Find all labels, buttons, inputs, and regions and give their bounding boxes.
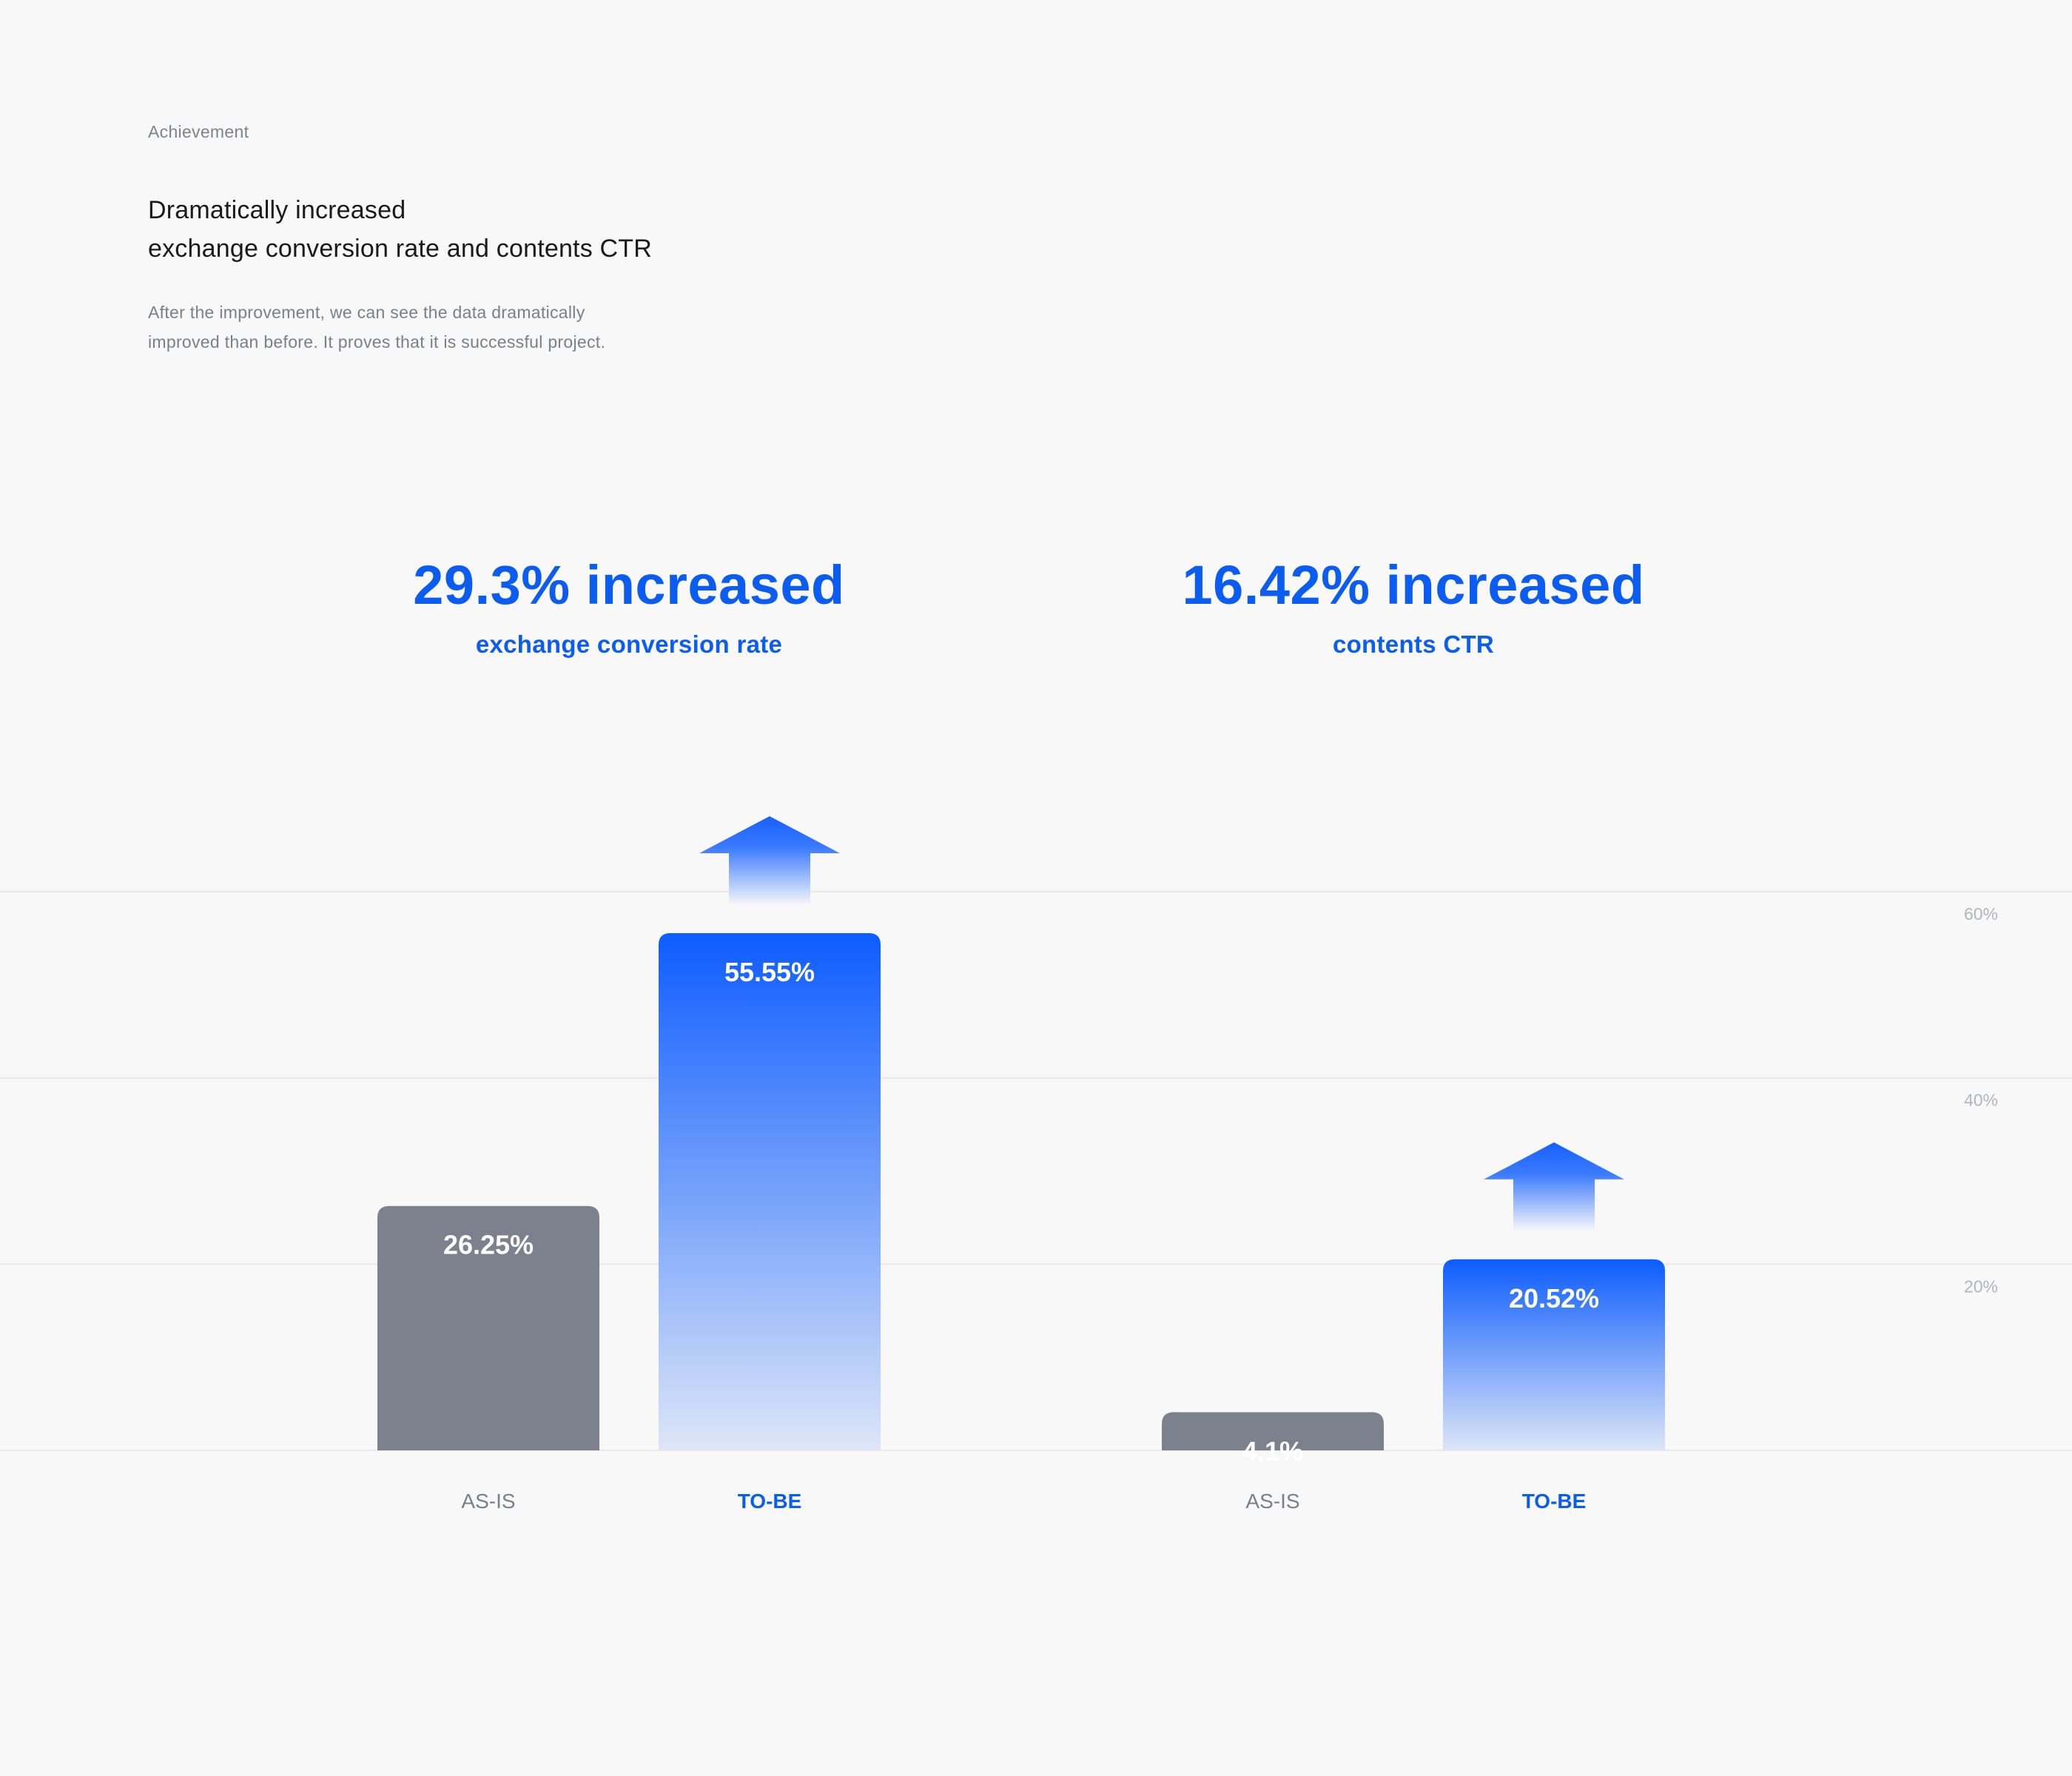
category-label: TO-BE xyxy=(1522,1490,1587,1513)
page-headline: Dramatically increased exchange conversi… xyxy=(148,191,652,268)
bar-as-is xyxy=(1162,1412,1384,1450)
bar-to-be xyxy=(1443,1259,1665,1450)
up-arrow-icon xyxy=(1484,1142,1624,1231)
kpi-label-ctr: contents CTR xyxy=(1332,630,1495,658)
y-tick-label: 20% xyxy=(1964,1276,1998,1296)
category-label: TO-BE xyxy=(738,1490,802,1513)
description-line-1: After the improvement, we can see the da… xyxy=(148,303,585,322)
bar-value-label: 4.1% xyxy=(1242,1436,1303,1466)
category-label: AS-IS xyxy=(461,1490,515,1513)
bar-to-be xyxy=(659,932,881,1450)
y-tick-label: 60% xyxy=(1964,904,1998,924)
kpi-label-exchange: exchange conversion rate xyxy=(475,630,783,658)
headline-line-1: Dramatically increased xyxy=(148,196,406,224)
up-arrow-icon xyxy=(699,815,840,905)
section-eyebrow: Achievement xyxy=(148,122,249,141)
y-tick-label: 40% xyxy=(1964,1091,1998,1110)
bar-value-label: 55.55% xyxy=(724,957,815,987)
category-label: AS-IS xyxy=(1245,1490,1299,1513)
kpi-value-ctr: 16.42% increased xyxy=(1182,554,1645,616)
bar-value-label: 26.25% xyxy=(443,1230,534,1260)
bar-as-is xyxy=(377,1205,599,1450)
headline-line-2: exchange conversion rate and contents CT… xyxy=(148,235,653,263)
description: After the improvement, we can see the da… xyxy=(148,297,605,357)
bar-value-label: 20.52% xyxy=(1509,1283,1599,1314)
kpi-value-exchange: 29.3% increased xyxy=(413,554,845,616)
description-line-2: improved than before. It proves that it … xyxy=(148,332,606,352)
